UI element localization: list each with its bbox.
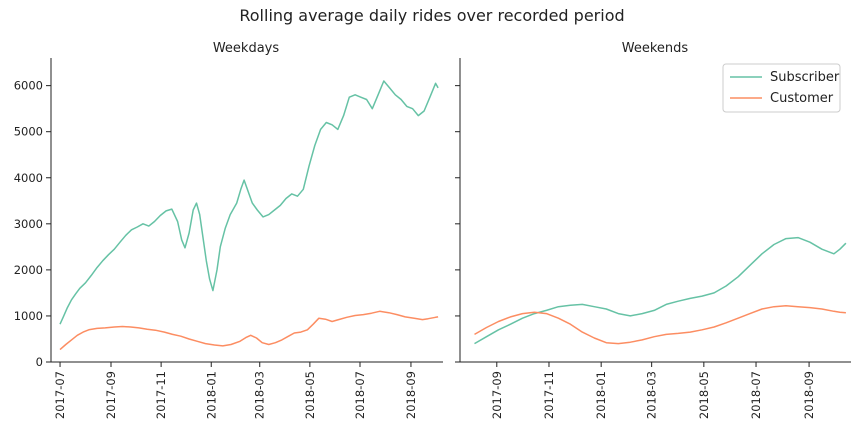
weekdays-xtick-label: 2018-01 xyxy=(204,371,218,419)
weekdays-xtick-label: 2018-03 xyxy=(253,371,267,419)
weekdays-xtick-label: 2017-09 xyxy=(104,371,118,419)
ytick-label: 6000 xyxy=(14,79,43,93)
legend: Subscriber Customer xyxy=(722,63,841,113)
weekends-xtick-label: 2018-07 xyxy=(749,371,763,419)
chart-title: Rolling average daily rides over recorde… xyxy=(239,6,624,25)
weekdays-xtick-label: 2018-09 xyxy=(404,371,418,419)
legend-label-customer: Customer xyxy=(770,91,834,106)
ytick-label: 2000 xyxy=(14,263,43,277)
weekends-line-customer xyxy=(474,305,846,345)
weekends-panel: Weekends 2017-09 2017-11 2018-01 2018-03 201… xyxy=(455,41,851,419)
weekends-line-subscriber xyxy=(474,236,847,345)
ytick-label: 3000 xyxy=(14,217,43,231)
weekends-xtick-label: 2017-09 xyxy=(490,371,504,419)
legend-label-subscriber: Subscriber xyxy=(770,70,840,85)
weekdays-xtick-label: 2018-07 xyxy=(353,371,367,419)
weekdays-panel-title: Weekdays xyxy=(213,41,280,56)
weekends-xtick-label: 2018-01 xyxy=(594,371,608,419)
ytick-label: 1000 xyxy=(14,309,43,323)
weekdays-xtick-label: 2018-05 xyxy=(303,371,317,419)
legend-frame xyxy=(722,63,841,113)
weekends-xtick-label: 2017-11 xyxy=(542,371,556,419)
weekends-xtick-label: 2018-05 xyxy=(697,371,711,419)
weekends-xtick-label: 2018-09 xyxy=(802,371,816,419)
ytick-label: 0 xyxy=(36,355,43,369)
weekdays-line-subscriber xyxy=(59,80,439,325)
ytick-label: 5000 xyxy=(14,125,43,139)
weekdays-xtick-label: 2017-11 xyxy=(154,371,168,419)
weekends-panel-title: Weekends xyxy=(622,41,689,56)
weekends-xtick-label: 2018-03 xyxy=(645,371,659,419)
weekdays-line-customer xyxy=(59,310,439,351)
ytick-label: 4000 xyxy=(14,171,43,185)
weekdays-xtick-label: 2017-07 xyxy=(53,371,67,419)
weekdays-panel: Weekdays 0 1000 2000 3000 4000 5000 6000 2017-0… xyxy=(14,41,443,419)
